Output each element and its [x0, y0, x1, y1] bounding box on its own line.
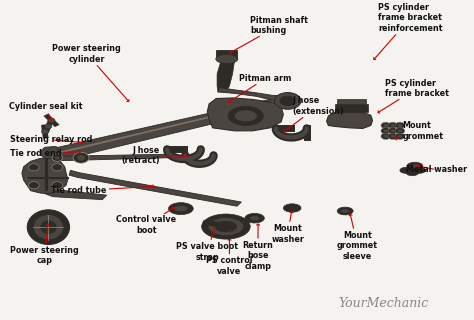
- Polygon shape: [203, 220, 233, 227]
- Text: PS cylinder
frame bracket
reinforcement: PS cylinder frame bracket reinforcement: [374, 3, 443, 60]
- Text: J hose
(extension): J hose (extension): [284, 96, 344, 132]
- Polygon shape: [327, 111, 373, 128]
- Ellipse shape: [228, 106, 264, 125]
- Ellipse shape: [383, 129, 388, 132]
- Ellipse shape: [201, 214, 250, 239]
- Text: YourMechanic: YourMechanic: [339, 297, 429, 310]
- Polygon shape: [274, 96, 294, 110]
- Text: Metal washer: Metal washer: [406, 165, 467, 174]
- Ellipse shape: [174, 205, 188, 212]
- Polygon shape: [44, 189, 107, 200]
- Ellipse shape: [413, 167, 426, 173]
- Text: PS valve boot
strap: PS valve boot strap: [176, 228, 238, 261]
- Polygon shape: [45, 158, 48, 191]
- Text: J hose
(retract): J hose (retract): [121, 146, 187, 165]
- Ellipse shape: [381, 128, 391, 134]
- Ellipse shape: [388, 122, 398, 129]
- Text: Steering relay rod: Steering relay rod: [9, 135, 92, 144]
- Ellipse shape: [41, 129, 48, 134]
- Ellipse shape: [52, 164, 63, 171]
- Ellipse shape: [381, 133, 391, 140]
- Polygon shape: [22, 158, 68, 194]
- Ellipse shape: [274, 92, 301, 109]
- Polygon shape: [44, 114, 59, 127]
- Ellipse shape: [383, 124, 388, 127]
- Ellipse shape: [397, 134, 402, 138]
- Ellipse shape: [245, 213, 264, 223]
- Ellipse shape: [410, 164, 419, 168]
- Text: PS cylinder
frame bracket: PS cylinder frame bracket: [378, 78, 449, 113]
- Text: Control valve
boot: Control valve boot: [116, 207, 176, 235]
- Polygon shape: [337, 100, 366, 104]
- Text: Mount
grommet
sleeve: Mount grommet sleeve: [337, 214, 378, 261]
- Ellipse shape: [40, 220, 56, 234]
- Ellipse shape: [280, 96, 296, 106]
- Ellipse shape: [52, 154, 63, 161]
- Ellipse shape: [388, 128, 398, 134]
- Ellipse shape: [395, 122, 405, 129]
- Text: Return
hose
clamp: Return hose clamp: [242, 224, 273, 271]
- Polygon shape: [52, 96, 288, 159]
- Polygon shape: [41, 146, 58, 160]
- Ellipse shape: [216, 54, 238, 64]
- Text: Power steering
cap: Power steering cap: [10, 224, 79, 265]
- Polygon shape: [218, 87, 290, 104]
- Ellipse shape: [397, 124, 402, 127]
- Ellipse shape: [234, 110, 257, 122]
- Ellipse shape: [395, 133, 405, 140]
- Ellipse shape: [390, 134, 395, 138]
- Ellipse shape: [249, 216, 260, 220]
- Polygon shape: [207, 98, 283, 131]
- Ellipse shape: [397, 129, 402, 132]
- Ellipse shape: [48, 118, 55, 123]
- Text: Mount
washer: Mount washer: [271, 212, 304, 244]
- Ellipse shape: [55, 156, 60, 160]
- Ellipse shape: [400, 167, 412, 173]
- Text: Power steering
cylinder: Power steering cylinder: [53, 44, 129, 101]
- Ellipse shape: [395, 128, 405, 134]
- Ellipse shape: [390, 124, 395, 127]
- Polygon shape: [217, 56, 235, 92]
- Polygon shape: [43, 120, 54, 133]
- Ellipse shape: [406, 170, 419, 176]
- Ellipse shape: [283, 204, 301, 212]
- Polygon shape: [58, 154, 171, 161]
- Text: Pitman shaft
bushing: Pitman shaft bushing: [230, 16, 308, 53]
- Polygon shape: [54, 100, 281, 152]
- Ellipse shape: [381, 122, 391, 129]
- Ellipse shape: [28, 182, 39, 189]
- Ellipse shape: [383, 134, 388, 138]
- Ellipse shape: [52, 182, 63, 189]
- Polygon shape: [216, 50, 237, 59]
- Text: Tie rod end: Tie rod end: [9, 149, 80, 158]
- Ellipse shape: [208, 218, 244, 236]
- Text: Mount
grommet: Mount grommet: [395, 121, 444, 140]
- Ellipse shape: [215, 221, 237, 232]
- Text: Tie rod tube: Tie rod tube: [51, 185, 154, 195]
- Text: PS control
valve: PS control valve: [206, 239, 253, 276]
- Ellipse shape: [45, 124, 52, 129]
- Ellipse shape: [77, 155, 85, 161]
- Text: Cylinder seal kit: Cylinder seal kit: [9, 102, 82, 120]
- Ellipse shape: [390, 129, 395, 132]
- Ellipse shape: [33, 215, 64, 240]
- Polygon shape: [69, 170, 241, 206]
- Ellipse shape: [27, 210, 70, 244]
- Ellipse shape: [407, 162, 423, 170]
- Text: Pitman arm: Pitman arm: [229, 74, 292, 103]
- Ellipse shape: [388, 133, 398, 140]
- Polygon shape: [28, 177, 69, 179]
- Ellipse shape: [28, 164, 39, 171]
- Ellipse shape: [168, 203, 193, 215]
- Ellipse shape: [341, 209, 349, 213]
- Ellipse shape: [337, 207, 353, 215]
- Polygon shape: [41, 125, 48, 138]
- Ellipse shape: [73, 152, 89, 163]
- Polygon shape: [336, 104, 368, 112]
